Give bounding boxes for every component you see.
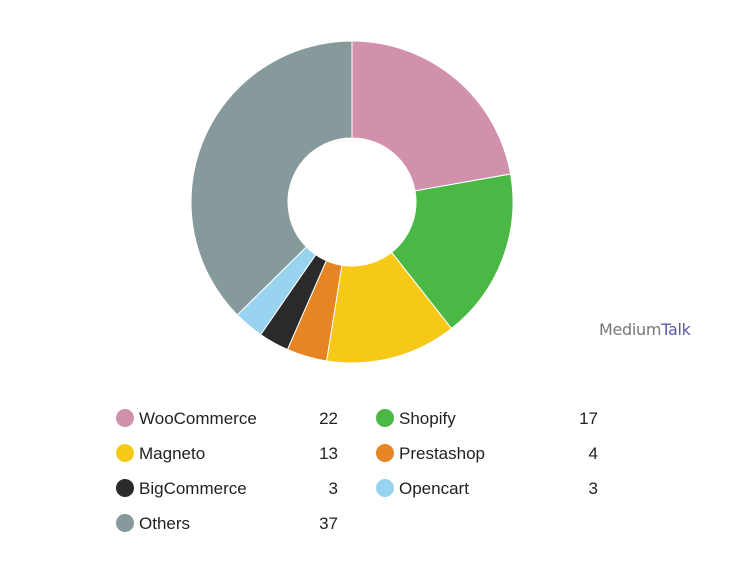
legend-item-woocommerce[interactable]: WooCommerce 22 bbox=[116, 409, 338, 431]
slice-shopify bbox=[390, 173, 514, 330]
legend-value-others: 37 bbox=[319, 514, 338, 533]
legend-label-others: Others bbox=[139, 514, 191, 533]
legend-item-bigcommerce[interactable]: BigCommerce 3 bbox=[116, 479, 338, 501]
slice-magneto bbox=[325, 251, 453, 364]
legend-label-bigcommerce: BigCommerce bbox=[139, 479, 247, 498]
legend-value-shopify: 17 bbox=[579, 409, 598, 428]
legend-item-shopify[interactable]: Shopify 17 bbox=[376, 409, 598, 431]
slice-woocommerce bbox=[351, 40, 512, 192]
watermark-part-medium: Medium bbox=[599, 320, 662, 339]
legend-item-opencart[interactable]: Opencart 3 bbox=[376, 479, 598, 501]
legend-swatch-shopify bbox=[376, 409, 394, 427]
legend-label-woocommerce: WooCommerce bbox=[139, 409, 257, 428]
watermark-part-talk: Talk bbox=[661, 320, 691, 339]
legend-value-magneto: 13 bbox=[319, 444, 338, 463]
legend-item-prestashop[interactable]: Prestashop 4 bbox=[376, 444, 598, 466]
legend-value-opencart: 3 bbox=[588, 479, 598, 498]
slice-others bbox=[190, 40, 353, 316]
legend-swatch-opencart bbox=[376, 479, 394, 497]
legend-label-opencart: Opencart bbox=[399, 479, 469, 498]
legend-label-prestashop: Prestashop bbox=[399, 444, 485, 463]
legend-item-magneto[interactable]: Magneto 13 bbox=[116, 444, 338, 466]
legend-swatch-woocommerce bbox=[116, 409, 134, 427]
legend-value-prestashop: 4 bbox=[588, 444, 598, 463]
legend-swatch-prestashop bbox=[376, 444, 394, 462]
legend-item-others[interactable]: Others 37 bbox=[116, 514, 338, 536]
legend-label-magneto: Magneto bbox=[139, 444, 206, 463]
legend-swatch-bigcommerce bbox=[116, 479, 134, 497]
legend-label-shopify: Shopify bbox=[399, 409, 456, 428]
medium-talk-watermark: MediumTalk bbox=[599, 320, 691, 339]
legend-swatch-others bbox=[116, 514, 134, 532]
legend-value-woocommerce: 22 bbox=[319, 409, 338, 428]
legend-swatch-magneto bbox=[116, 444, 134, 462]
legend-value-bigcommerce: 3 bbox=[328, 479, 338, 498]
